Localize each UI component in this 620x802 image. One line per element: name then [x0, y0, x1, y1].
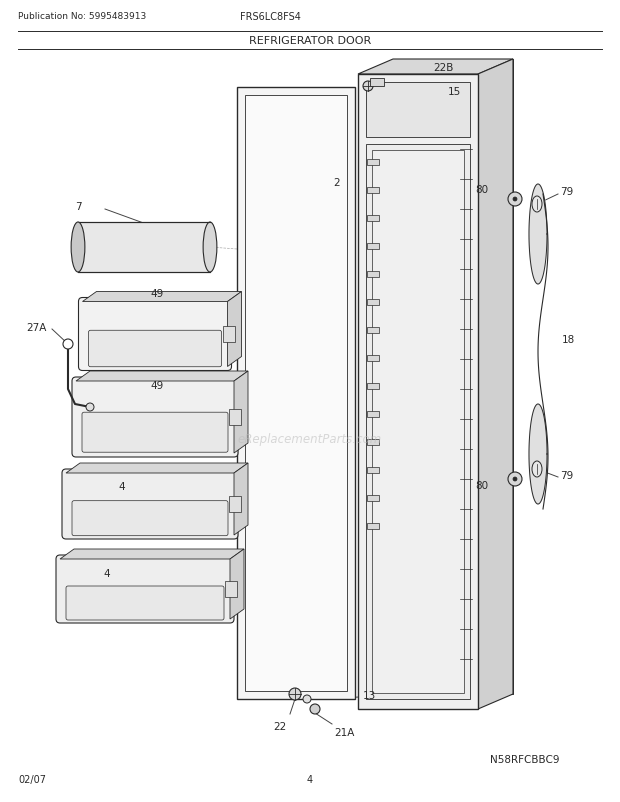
- Text: 15: 15: [448, 87, 461, 97]
- Bar: [367, 327, 379, 334]
- Bar: [223, 326, 234, 342]
- Circle shape: [289, 688, 301, 700]
- Circle shape: [63, 339, 73, 350]
- Circle shape: [303, 695, 311, 703]
- Text: 79: 79: [560, 187, 574, 196]
- Text: 7: 7: [75, 202, 82, 212]
- Text: FRS6LC8FS4: FRS6LC8FS4: [240, 12, 301, 22]
- FancyBboxPatch shape: [66, 586, 224, 620]
- Text: eReplacementParts.com: eReplacementParts.com: [238, 433, 382, 446]
- Text: 49: 49: [150, 289, 163, 298]
- Bar: [229, 496, 241, 512]
- Bar: [367, 439, 379, 445]
- Text: 4: 4: [118, 481, 125, 492]
- Bar: [367, 272, 379, 277]
- Bar: [367, 216, 379, 221]
- Bar: [367, 468, 379, 473]
- Circle shape: [363, 82, 373, 92]
- Text: 79: 79: [560, 471, 574, 480]
- Bar: [367, 411, 379, 418]
- Text: 22B: 22B: [433, 63, 453, 73]
- Text: 2: 2: [333, 178, 340, 188]
- Polygon shape: [82, 292, 242, 302]
- Text: 4: 4: [307, 774, 313, 784]
- FancyBboxPatch shape: [56, 555, 234, 623]
- FancyBboxPatch shape: [79, 298, 231, 371]
- Text: 80: 80: [475, 184, 488, 195]
- Ellipse shape: [71, 223, 85, 273]
- Bar: [367, 383, 379, 390]
- Polygon shape: [76, 371, 248, 382]
- Bar: [366, 145, 470, 699]
- Bar: [366, 83, 470, 138]
- FancyBboxPatch shape: [62, 469, 238, 539]
- Bar: [237, 88, 355, 699]
- FancyBboxPatch shape: [72, 378, 238, 457]
- Bar: [372, 151, 464, 693]
- Text: 22: 22: [273, 721, 286, 731]
- Polygon shape: [358, 75, 478, 709]
- Polygon shape: [230, 549, 244, 619]
- Ellipse shape: [203, 223, 217, 273]
- Circle shape: [513, 198, 517, 202]
- Polygon shape: [66, 464, 248, 473]
- Polygon shape: [393, 60, 513, 695]
- Circle shape: [310, 704, 320, 714]
- Circle shape: [86, 403, 94, 411]
- FancyBboxPatch shape: [82, 413, 228, 452]
- Text: 21A: 21A: [334, 727, 355, 737]
- Circle shape: [513, 477, 517, 481]
- Polygon shape: [60, 549, 244, 559]
- Bar: [245, 96, 347, 691]
- Polygon shape: [234, 371, 248, 453]
- Bar: [367, 300, 379, 306]
- Bar: [367, 244, 379, 249]
- Bar: [229, 410, 241, 426]
- Text: N58RFCBBC9: N58RFCBBC9: [490, 754, 559, 764]
- Text: REFRIGERATOR DOOR: REFRIGERATOR DOOR: [249, 36, 371, 46]
- Polygon shape: [78, 223, 210, 273]
- Bar: [367, 188, 379, 194]
- Polygon shape: [529, 404, 547, 504]
- Text: 49: 49: [150, 380, 163, 391]
- Ellipse shape: [532, 461, 542, 477]
- Bar: [367, 160, 379, 166]
- Bar: [370, 79, 384, 87]
- Polygon shape: [358, 60, 513, 75]
- Polygon shape: [234, 464, 248, 535]
- Text: 13: 13: [363, 691, 376, 700]
- Text: 27A: 27A: [26, 322, 46, 333]
- Polygon shape: [228, 292, 242, 367]
- Text: 80: 80: [475, 480, 488, 490]
- Text: 4: 4: [103, 569, 110, 578]
- FancyBboxPatch shape: [89, 331, 221, 367]
- Circle shape: [508, 192, 522, 207]
- Text: 02/07: 02/07: [18, 774, 46, 784]
- Bar: [367, 524, 379, 529]
- Ellipse shape: [532, 196, 542, 213]
- FancyBboxPatch shape: [72, 501, 228, 536]
- Polygon shape: [529, 184, 547, 285]
- Bar: [367, 496, 379, 501]
- Circle shape: [508, 472, 522, 486]
- Bar: [367, 355, 379, 362]
- Polygon shape: [478, 60, 513, 709]
- Bar: [225, 581, 237, 597]
- Text: 18: 18: [562, 334, 575, 345]
- Text: Publication No: 5995483913: Publication No: 5995483913: [18, 12, 146, 21]
